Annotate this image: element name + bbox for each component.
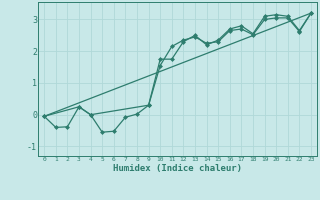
X-axis label: Humidex (Indice chaleur): Humidex (Indice chaleur) — [113, 164, 242, 173]
